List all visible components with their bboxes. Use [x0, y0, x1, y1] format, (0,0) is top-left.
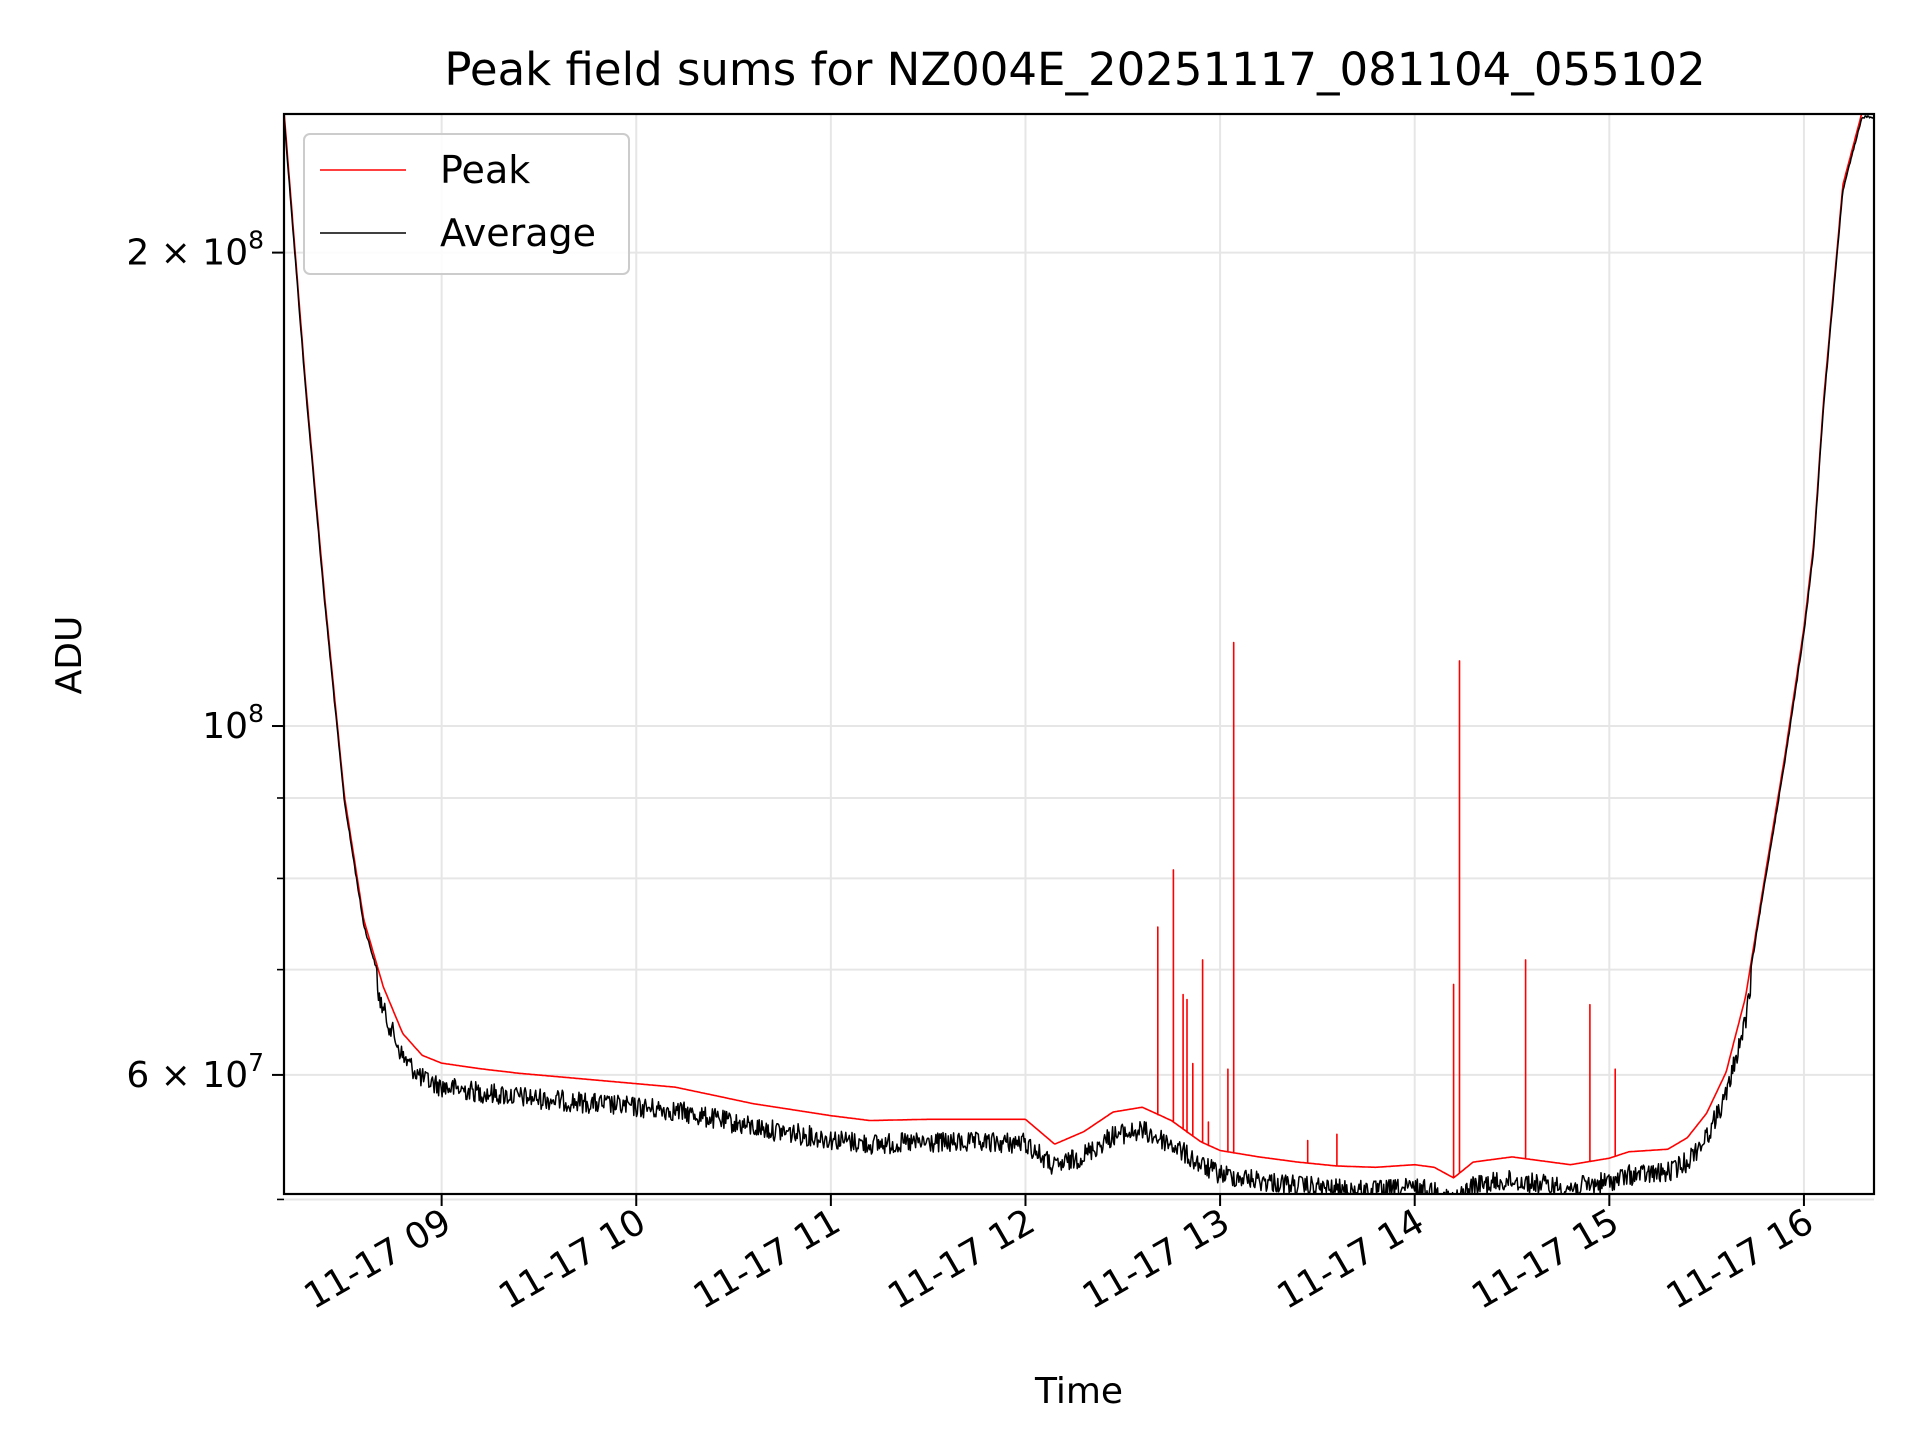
legend-label-peak: Peak: [440, 148, 530, 192]
x-axis-label: Time: [1034, 1371, 1123, 1412]
y-tick-label: 108: [202, 699, 264, 747]
plot-series: [284, 114, 1874, 1194]
y-tick-label: 2 × 108: [126, 226, 264, 274]
legend-box: [303, 133, 630, 275]
y-tick-label: 6 × 107: [126, 1048, 264, 1096]
legend-label-average: Average: [440, 211, 596, 255]
plot-frame: [282, 112, 1876, 1196]
y-axis-ticks: 6 × 107 108 2 × 108: [126, 226, 284, 1201]
series-peak-line: [284, 114, 1863, 1179]
legend: Peak Average: [303, 133, 630, 275]
y-axis-label: ADU: [49, 616, 90, 695]
chart-title: Peak field sums for NZ004E_20251117_0811…: [444, 43, 1705, 96]
series-average-line: [284, 115, 1874, 1194]
